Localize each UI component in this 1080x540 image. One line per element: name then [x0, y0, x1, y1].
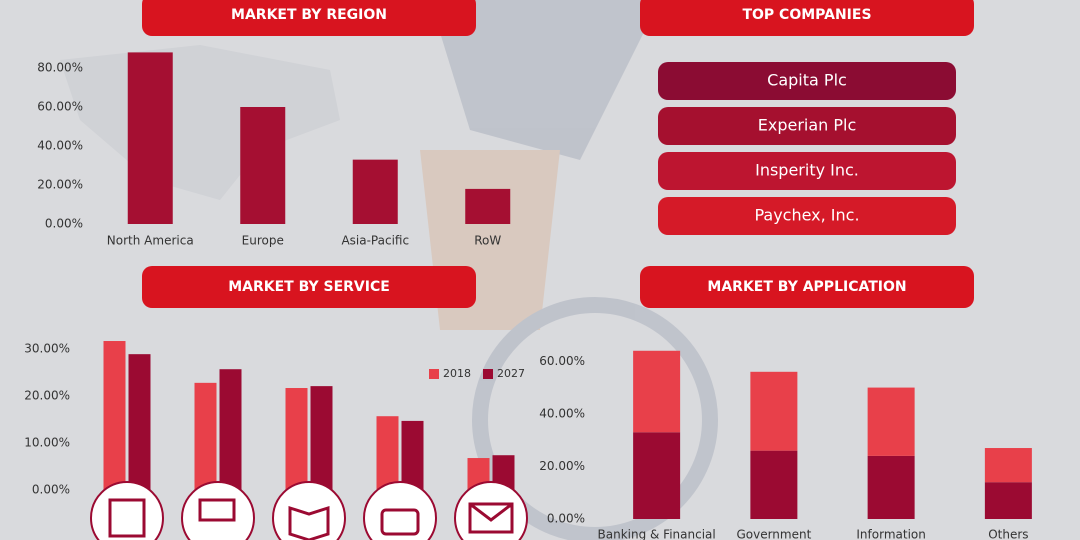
bar — [219, 369, 242, 490]
bar — [310, 386, 333, 490]
charts: 0.00% 20.00% 40.00% 60.00% 80.00% North Ameri… — [24, 52, 1032, 540]
section-title: TOP COMPANIES — [742, 7, 871, 23]
company-name: Capita Plc — [767, 71, 847, 90]
bar — [401, 420, 424, 490]
y-tick-label: 80.00% — [37, 61, 83, 75]
legend-label: 2018 — [443, 367, 471, 380]
bar — [103, 341, 126, 490]
bar — [465, 188, 511, 224]
bar — [492, 455, 515, 490]
y-tick-label: 0.00% — [45, 217, 83, 231]
bar-segment — [984, 448, 1032, 483]
bar-segment — [750, 371, 798, 451]
service-icons — [90, 481, 528, 540]
company-pill — [658, 62, 956, 100]
x-tick-label: RoW — [474, 234, 501, 248]
y-tick-label: 60.00% — [37, 100, 83, 114]
y-tick-label: 40.00% — [37, 139, 83, 153]
x-tick-label: Information — [856, 528, 925, 540]
x-tick-label: Others — [988, 528, 1028, 540]
company-pill — [658, 197, 956, 235]
y-tick-label: 20.00% — [24, 389, 70, 403]
bar — [285, 388, 308, 490]
bar — [240, 107, 286, 224]
bar-segment — [867, 455, 915, 519]
header-pill — [142, 266, 476, 308]
bar-segment — [633, 432, 681, 519]
y-tick-label: 20.00% — [539, 459, 585, 473]
bar-segment — [633, 350, 681, 433]
x-tick-label: Government — [736, 528, 811, 540]
y-tick-label: 30.00% — [24, 342, 70, 356]
header-pill — [640, 0, 974, 36]
x-tick-label: Asia-Pacific — [341, 234, 409, 248]
y-tick-label: 60.00% — [539, 354, 585, 368]
header-pill — [142, 0, 476, 36]
x-tick-label: Europe — [242, 234, 284, 248]
company-pill — [658, 152, 956, 190]
bar — [352, 159, 398, 224]
y-tick-label: 10.00% — [24, 436, 70, 450]
company-name: Paychex, Inc. — [754, 206, 859, 225]
bar — [128, 354, 151, 490]
bar-segment — [750, 450, 798, 519]
legend-swatch — [483, 369, 493, 379]
y-tick-label: 0.00% — [32, 483, 70, 497]
company-name: Experian Plc — [758, 116, 857, 135]
header-pill — [640, 266, 974, 308]
bar-segment — [984, 482, 1032, 519]
y-tick-label: 20.00% — [37, 178, 83, 192]
legend-label: 2027 — [497, 367, 525, 380]
y-tick-label: 0.00% — [547, 512, 585, 526]
chart-title: MARKET BY APPLICATION — [707, 279, 906, 295]
bar-segment — [867, 387, 915, 456]
company-name: Insperity Inc. — [755, 161, 859, 180]
bar — [127, 52, 173, 225]
chart-title: MARKET BY REGION — [231, 7, 387, 23]
x-tick-label: Banking & Financial — [598, 528, 716, 540]
y-tick-label: 40.00% — [539, 406, 585, 420]
legend-swatch — [429, 369, 439, 379]
company-pill — [658, 107, 956, 145]
x-tick-label: North America — [107, 234, 194, 248]
bar — [194, 382, 217, 490]
bar — [376, 416, 399, 490]
chart-title: MARKET BY SERVICE — [228, 279, 390, 295]
